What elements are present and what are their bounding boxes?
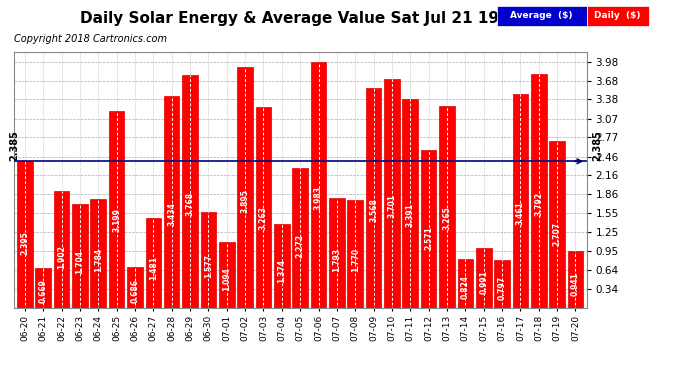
Bar xyxy=(201,211,216,310)
Bar xyxy=(146,217,161,310)
Bar xyxy=(348,200,363,310)
Text: 3.983: 3.983 xyxy=(314,186,323,210)
Text: 1.784: 1.784 xyxy=(94,248,103,272)
Text: Copyright 2018 Cartronics.com: Copyright 2018 Cartronics.com xyxy=(14,34,167,44)
Text: 3.199: 3.199 xyxy=(112,208,121,232)
Text: Daily  ($): Daily ($) xyxy=(594,11,641,20)
Bar xyxy=(366,87,382,310)
Text: 2.272: 2.272 xyxy=(295,234,305,258)
Bar xyxy=(109,111,124,310)
Bar xyxy=(421,150,437,310)
Text: 1.577: 1.577 xyxy=(204,254,213,278)
Bar xyxy=(274,224,290,310)
Text: 3.391: 3.391 xyxy=(406,203,415,227)
Bar xyxy=(255,106,271,310)
Bar xyxy=(549,141,565,310)
Text: 3.568: 3.568 xyxy=(369,198,378,222)
Text: 3.265: 3.265 xyxy=(442,207,451,230)
Text: 1.094: 1.094 xyxy=(222,267,231,291)
Bar xyxy=(513,94,529,310)
Text: 1.770: 1.770 xyxy=(351,248,359,272)
Text: 0.669: 0.669 xyxy=(39,279,48,303)
Text: 3.701: 3.701 xyxy=(387,194,397,218)
Text: 1.793: 1.793 xyxy=(333,248,342,272)
Text: 0.797: 0.797 xyxy=(497,276,506,300)
Bar xyxy=(182,75,198,310)
Text: 0.686: 0.686 xyxy=(130,279,139,303)
Bar xyxy=(531,74,546,310)
Text: 3.434: 3.434 xyxy=(167,202,176,226)
Bar xyxy=(329,198,345,310)
Text: 0.991: 0.991 xyxy=(480,270,489,294)
Bar xyxy=(476,248,491,310)
Text: 1.902: 1.902 xyxy=(57,245,66,268)
Bar xyxy=(440,106,455,310)
Bar xyxy=(494,260,510,310)
Text: Average  ($): Average ($) xyxy=(511,11,573,20)
Bar xyxy=(237,67,253,310)
Text: 2.385: 2.385 xyxy=(592,130,602,161)
Bar xyxy=(219,242,235,310)
Bar xyxy=(457,259,473,310)
Text: 3.461: 3.461 xyxy=(516,201,525,225)
Bar xyxy=(35,268,51,310)
Bar xyxy=(54,191,69,310)
Text: 1.374: 1.374 xyxy=(277,260,286,284)
Text: 2.385: 2.385 xyxy=(10,130,20,161)
Text: 1.704: 1.704 xyxy=(75,250,84,274)
Text: 2.571: 2.571 xyxy=(424,226,433,250)
Bar xyxy=(72,204,88,310)
Text: 0.824: 0.824 xyxy=(461,275,470,299)
Bar xyxy=(17,160,32,310)
Text: 1.481: 1.481 xyxy=(149,256,158,280)
Text: Daily Solar Energy & Average Value Sat Jul 21 19:58: Daily Solar Energy & Average Value Sat J… xyxy=(80,11,527,26)
Bar xyxy=(90,199,106,310)
Text: 2.707: 2.707 xyxy=(553,222,562,246)
Text: 2.395: 2.395 xyxy=(20,231,29,255)
Text: 3.263: 3.263 xyxy=(259,207,268,230)
Bar xyxy=(164,96,179,310)
Bar xyxy=(402,99,418,310)
Text: 3.768: 3.768 xyxy=(186,192,195,216)
Text: 3.792: 3.792 xyxy=(534,192,543,216)
Bar xyxy=(568,251,583,310)
Text: 3.895: 3.895 xyxy=(241,189,250,213)
Bar xyxy=(384,79,400,310)
Bar xyxy=(127,267,143,310)
Bar xyxy=(293,168,308,310)
Text: 0.941: 0.941 xyxy=(571,272,580,296)
Bar xyxy=(310,62,326,310)
